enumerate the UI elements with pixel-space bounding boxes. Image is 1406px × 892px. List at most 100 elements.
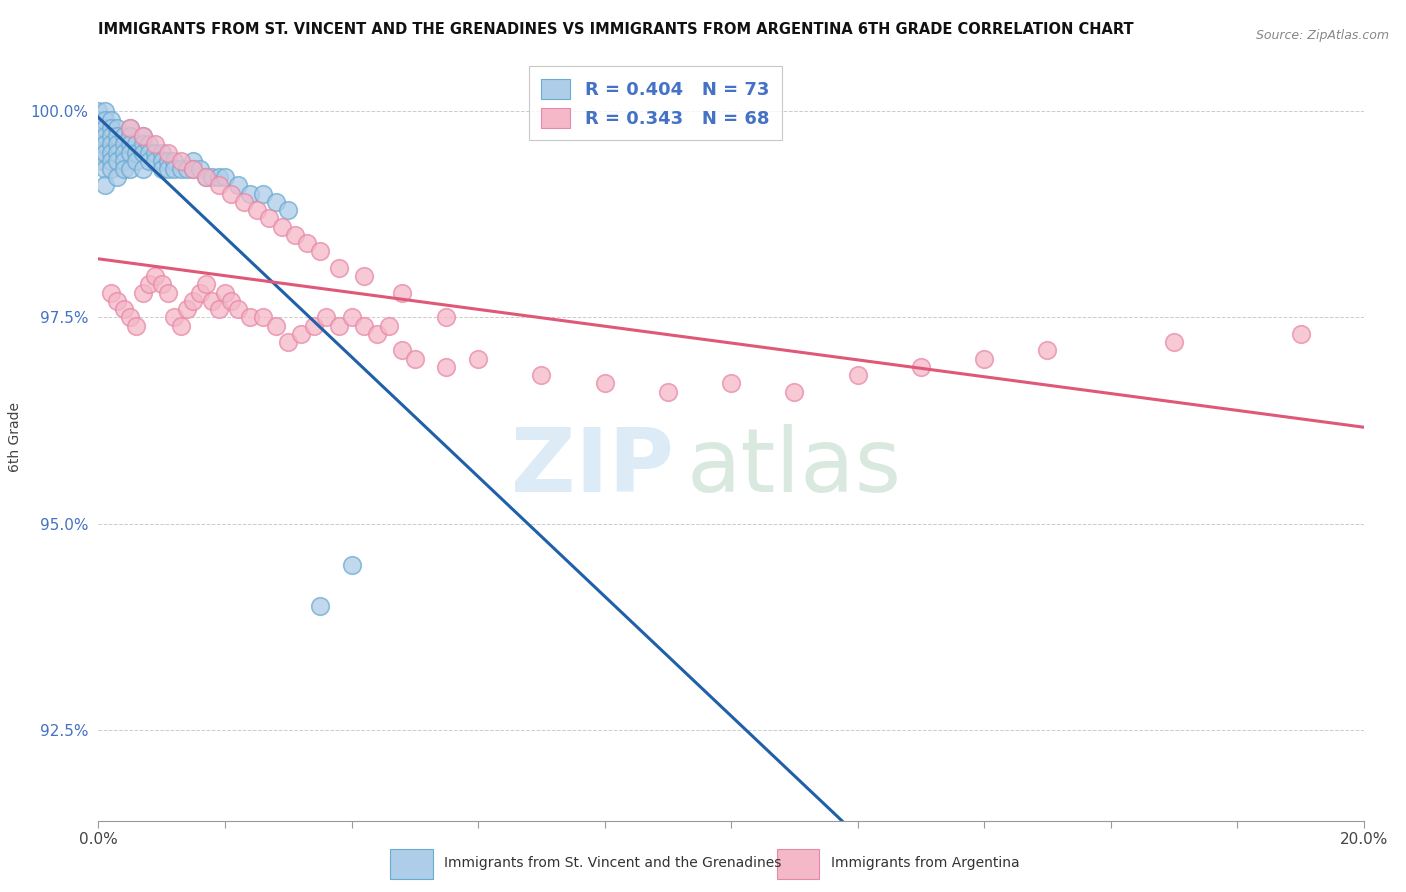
Point — [93, 112, 117, 127]
Point — [125, 137, 148, 152]
Point — [138, 137, 160, 152]
Point — [176, 302, 198, 317]
Point — [277, 335, 299, 350]
Point — [188, 285, 211, 300]
Point — [112, 153, 135, 168]
FancyBboxPatch shape — [391, 849, 433, 880]
Point — [226, 302, 249, 317]
Point — [973, 351, 995, 366]
Point — [132, 128, 155, 143]
Point — [100, 112, 122, 127]
Point — [252, 310, 274, 325]
Point — [340, 310, 363, 325]
Point — [157, 161, 180, 176]
Point — [366, 326, 388, 341]
Point — [194, 170, 218, 185]
Point — [183, 161, 205, 176]
Point — [163, 310, 186, 325]
Point — [93, 137, 117, 152]
Y-axis label: 6th Grade: 6th Grade — [8, 402, 22, 472]
Point — [120, 145, 141, 160]
Text: IMMIGRANTS FROM ST. VINCENT AND THE GRENADINES VS IMMIGRANTS FROM ARGENTINA 6TH : IMMIGRANTS FROM ST. VINCENT AND THE GREN… — [98, 22, 1135, 37]
Point — [120, 161, 141, 176]
Point — [194, 277, 218, 292]
Point — [530, 368, 553, 383]
Point — [208, 170, 231, 185]
Point — [657, 384, 679, 399]
Point — [188, 161, 211, 176]
Point — [107, 145, 129, 160]
Point — [157, 153, 180, 168]
Point — [378, 318, 401, 333]
Point — [112, 128, 135, 143]
Point — [112, 161, 135, 176]
Point — [353, 318, 375, 333]
Point — [1163, 335, 1185, 350]
Point — [214, 170, 236, 185]
Point — [150, 153, 173, 168]
Text: Source: ZipAtlas.com: Source: ZipAtlas.com — [1256, 29, 1389, 42]
Point — [284, 227, 307, 242]
Point — [93, 178, 117, 193]
Point — [219, 186, 243, 201]
Point — [340, 558, 363, 572]
Point — [100, 137, 122, 152]
Point — [107, 293, 129, 308]
Point — [87, 120, 110, 135]
Point — [112, 302, 135, 317]
Point — [132, 137, 155, 152]
Point — [163, 161, 186, 176]
Point — [290, 326, 312, 341]
Point — [145, 145, 166, 160]
Point — [720, 376, 742, 391]
Point — [1289, 326, 1312, 341]
Point — [328, 260, 350, 275]
Point — [183, 153, 205, 168]
Point — [233, 194, 256, 209]
Point — [120, 137, 141, 152]
Point — [93, 120, 117, 135]
Point — [87, 128, 110, 143]
Point — [107, 170, 129, 185]
Point — [112, 137, 135, 152]
Point — [208, 178, 231, 193]
Point — [132, 145, 155, 160]
Point — [226, 178, 249, 193]
Point — [157, 285, 180, 300]
Point — [404, 351, 426, 366]
FancyBboxPatch shape — [778, 849, 820, 880]
Point — [107, 120, 129, 135]
Point — [328, 318, 350, 333]
Point — [297, 236, 319, 251]
Point — [120, 310, 141, 325]
Point — [194, 170, 218, 185]
Point — [100, 285, 122, 300]
Point — [183, 293, 205, 308]
Point — [264, 194, 287, 209]
Point — [132, 161, 155, 176]
Text: Immigrants from Argentina: Immigrants from Argentina — [831, 856, 1019, 870]
Point — [201, 170, 224, 185]
Point — [157, 145, 180, 160]
Point — [138, 145, 160, 160]
Point — [93, 128, 117, 143]
Point — [246, 203, 269, 218]
Point — [107, 153, 129, 168]
Point — [125, 318, 148, 333]
Point — [391, 285, 413, 300]
Point — [176, 161, 198, 176]
Point — [353, 269, 375, 284]
Point — [132, 285, 155, 300]
Point — [120, 120, 141, 135]
Point — [93, 161, 117, 176]
Point — [132, 128, 155, 143]
Point — [169, 161, 191, 176]
Point — [436, 310, 458, 325]
Point — [107, 128, 129, 143]
Point — [208, 302, 231, 317]
Point — [783, 384, 806, 399]
Point — [87, 145, 110, 160]
Point — [846, 368, 869, 383]
Point — [138, 153, 160, 168]
Point — [150, 145, 173, 160]
